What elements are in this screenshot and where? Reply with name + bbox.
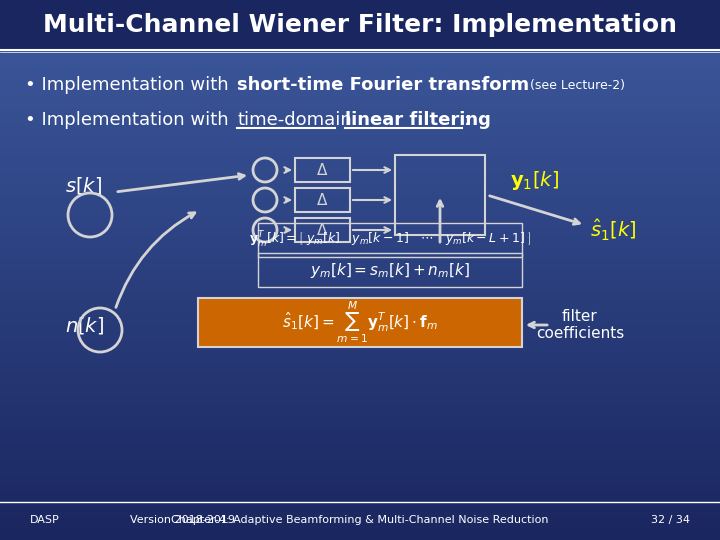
Text: $s[k]$: $s[k]$ xyxy=(65,174,102,195)
Text: time-domain: time-domain xyxy=(237,111,352,129)
Text: :: : xyxy=(464,111,470,129)
Text: 32 / 34: 32 / 34 xyxy=(651,515,690,525)
Text: filter
coefficients: filter coefficients xyxy=(536,309,624,341)
Text: $\hat{s}_1[k]$: $\hat{s}_1[k]$ xyxy=(590,218,636,242)
Bar xyxy=(395,155,485,235)
Text: (see Lecture-2): (see Lecture-2) xyxy=(530,78,625,91)
Text: Multi-Channel Wiener Filter: Implementation: Multi-Channel Wiener Filter: Implementat… xyxy=(43,13,677,37)
Text: $\Delta$: $\Delta$ xyxy=(316,192,328,208)
FancyBboxPatch shape xyxy=(198,298,522,347)
Text: $\mathbf{y}_1[k]$: $\mathbf{y}_1[k]$ xyxy=(510,168,559,192)
Bar xyxy=(295,218,350,242)
Text: short-time Fourier transform: short-time Fourier transform xyxy=(237,76,529,94)
Text: Chapter-4: Adaptive Beamforming & Multi-Channel Noise Reduction: Chapter-4: Adaptive Beamforming & Multi-… xyxy=(171,515,549,525)
Bar xyxy=(0,0,720,50)
Text: $n[k]$: $n[k]$ xyxy=(65,314,104,335)
Text: $\Delta$: $\Delta$ xyxy=(316,222,328,238)
Text: linear filtering: linear filtering xyxy=(345,111,491,129)
Text: • Implementation with: • Implementation with xyxy=(25,111,235,129)
Text: DASP: DASP xyxy=(30,515,60,525)
Bar xyxy=(295,158,350,182)
Bar xyxy=(295,188,350,212)
Text: $\Delta$: $\Delta$ xyxy=(316,162,328,178)
Text: • Implementation with: • Implementation with xyxy=(25,76,235,94)
Text: $\hat{s}_1[k]=\sum_{m=1}^{M}\mathbf{y}_m^T[k]\cdot\mathbf{f}_m$: $\hat{s}_1[k]=\sum_{m=1}^{M}\mathbf{y}_m… xyxy=(282,299,438,345)
Text: Version 2018-2019: Version 2018-2019 xyxy=(130,515,235,525)
Text: $\mathbf{y}_m^T[k]=\left[\ y_m[k]\ \ \ y_m[k-1]\ \ \ \cdots\ \ \ y_m[k-L+1]\ \ri: $\mathbf{y}_m^T[k]=\left[\ y_m[k]\ \ \ y… xyxy=(248,230,531,250)
Text: $y_m[k]=s_m[k]+n_m[k]$: $y_m[k]=s_m[k]+n_m[k]$ xyxy=(310,260,470,280)
